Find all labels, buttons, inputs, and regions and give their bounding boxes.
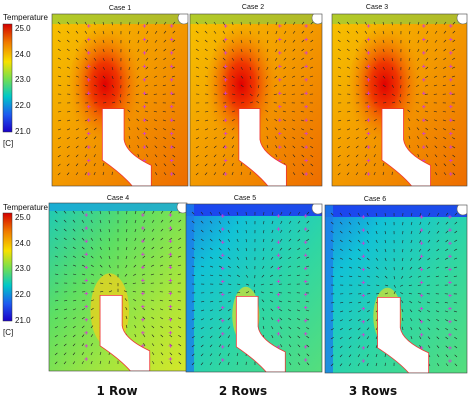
column-label: 2 Rows — [218, 384, 268, 398]
colorbar-tick: 21.0 — [15, 127, 31, 136]
cool-inlet-band — [52, 14, 188, 24]
heat-source-block — [381, 108, 431, 186]
column-label: 1 Row — [96, 384, 138, 398]
cool-inlet-band — [190, 14, 322, 24]
cold-wall-band — [186, 204, 194, 372]
inlet-circle — [311, 14, 322, 25]
heat-source-block — [99, 295, 151, 371]
cold-inlet-band — [325, 205, 467, 217]
cold-inlet-band — [186, 204, 322, 216]
colorbar-unit: [C] — [3, 328, 14, 337]
inlet-circle — [456, 205, 467, 216]
case-label: Case 4 — [106, 195, 130, 202]
hot-plume — [205, 22, 291, 161]
cool-inlet-band — [332, 14, 467, 24]
contour-panel — [324, 204, 468, 374]
heat-source-block — [235, 296, 286, 372]
inlet-circle — [177, 14, 188, 25]
colorbar-title-top: Temperature — [3, 13, 48, 22]
colorbar-tick: 23.0 — [15, 264, 31, 273]
hot-plume — [348, 22, 435, 161]
heat-source-block — [238, 108, 287, 186]
hot-plume — [68, 22, 156, 161]
colorbar-tick: 24.0 — [15, 50, 31, 59]
velocity-vectors — [57, 21, 176, 176]
velocity-vectors — [337, 21, 456, 176]
cool-inlet-band — [49, 203, 187, 211]
case-label: Case 3 — [365, 4, 389, 11]
cold-wall-band — [325, 205, 333, 373]
colorbar-tick: 22.0 — [15, 101, 31, 110]
colorbar-title-bottom: Temperature — [3, 203, 48, 212]
colorbar-tick: 24.0 — [15, 239, 31, 248]
sensor-markers — [223, 24, 308, 176]
contour-panel — [185, 203, 323, 373]
inlet-circle — [311, 204, 322, 215]
contour-panel — [331, 13, 468, 187]
heat-source-block — [101, 108, 152, 186]
colorbar-unit: [C] — [3, 139, 14, 148]
case-label: Case 5 — [233, 195, 257, 202]
case-label: Case 1 — [108, 5, 132, 12]
case-label: Case 2 — [241, 4, 265, 11]
sensor-markers — [86, 24, 174, 176]
contour-panel — [189, 13, 323, 187]
velocity-vectors — [54, 210, 182, 365]
contour-panel — [48, 202, 188, 372]
colorbar-tick: 23.0 — [15, 75, 31, 84]
colorbar-tick: 25.0 — [15, 213, 31, 222]
heat-source-block — [377, 297, 430, 373]
inlet-circle — [176, 203, 187, 214]
column-label: 3 Rows — [348, 384, 398, 398]
colorbar-bottom — [2, 212, 13, 322]
case-label: Case 6 — [363, 196, 387, 203]
inlet-circle — [456, 14, 467, 25]
colorbar-tick: 25.0 — [15, 24, 31, 33]
colorbar-tick: 21.0 — [15, 316, 31, 325]
contour-panel — [51, 13, 189, 187]
colorbar-tick: 22.0 — [15, 290, 31, 299]
colorbar-top — [2, 23, 13, 133]
velocity-vectors — [330, 212, 458, 367]
